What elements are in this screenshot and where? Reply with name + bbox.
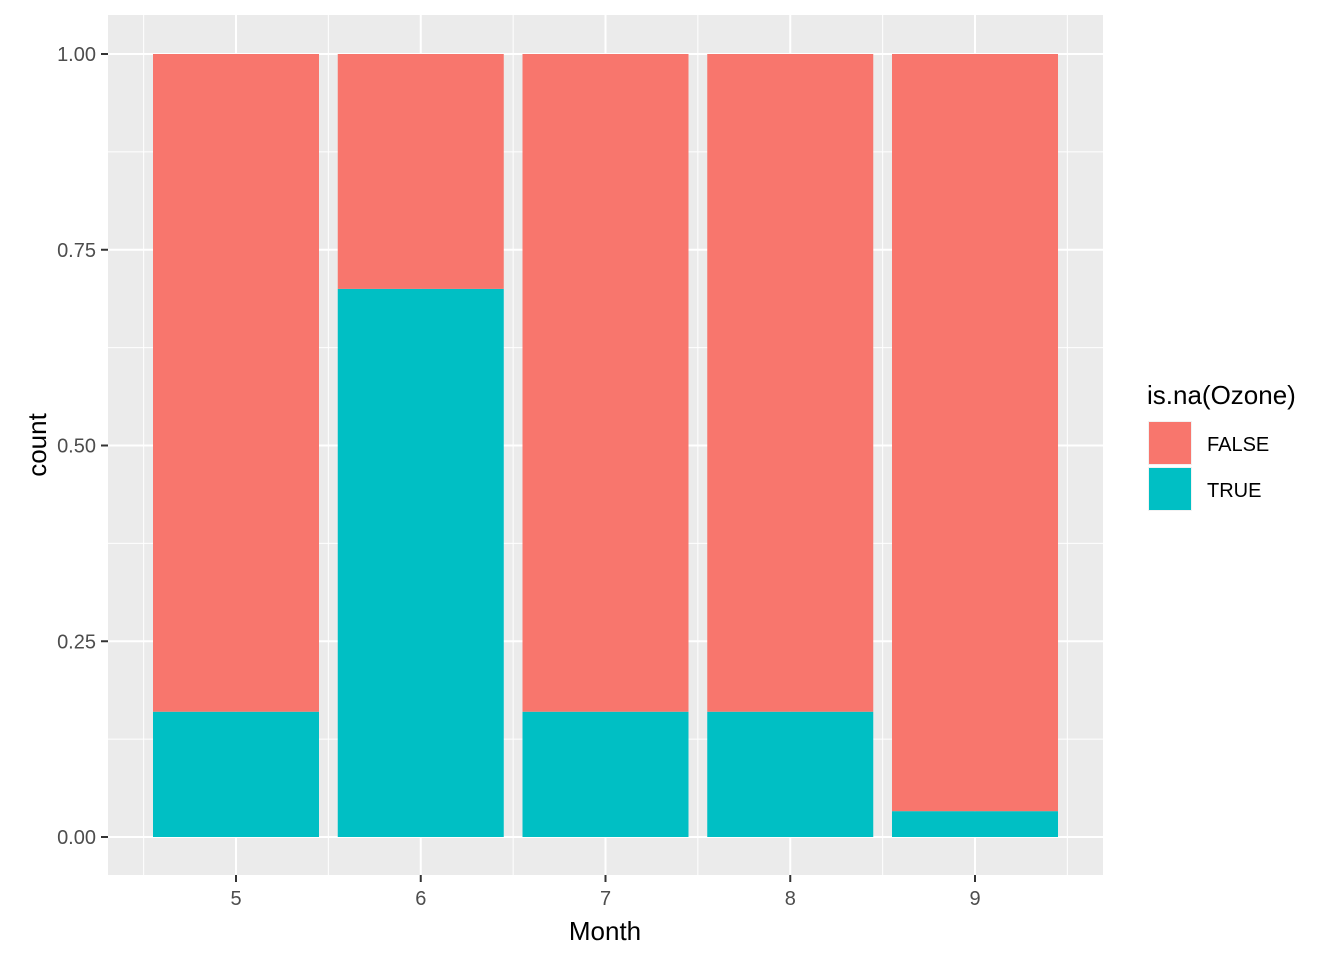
y-tick-label: 0.25 — [57, 631, 96, 653]
bar-false-month-5 — [153, 54, 319, 712]
y-tick-label: 0.75 — [57, 240, 96, 262]
y-tick-label: 0.00 — [57, 827, 96, 849]
x-axis: 5 6 7 8 9 — [230, 875, 981, 910]
bar-true-month-7 — [522, 711, 689, 837]
bar-false-month-9 — [892, 54, 1058, 812]
legend-swatch-false — [1149, 422, 1191, 464]
y-tick-label: 0.50 — [57, 436, 96, 458]
x-tick-label: 5 — [230, 888, 241, 910]
legend: is.na(Ozone) FALSE TRUE — [1147, 380, 1296, 511]
bar-false-month-8 — [707, 54, 874, 712]
y-axis: 0.00 0.25 0.50 0.75 1.00 — [57, 44, 108, 849]
bar-false-month-6 — [337, 54, 504, 289]
x-tick-label: 9 — [969, 888, 980, 910]
bar-true-month-9 — [892, 811, 1058, 837]
x-tick-label: 6 — [415, 888, 426, 910]
bars — [153, 54, 1058, 837]
bar-true-month-5 — [153, 711, 319, 837]
legend-swatch-true — [1149, 468, 1191, 510]
bar-false-month-7 — [522, 54, 689, 712]
legend-label-true: TRUE — [1207, 480, 1261, 502]
x-axis-title: Month — [569, 916, 641, 946]
y-axis-title: count — [22, 412, 52, 476]
legend-label-false: FALSE — [1207, 434, 1269, 456]
bar-true-month-8 — [707, 711, 874, 837]
legend-title: is.na(Ozone) — [1147, 380, 1296, 410]
x-tick-label: 7 — [600, 888, 611, 910]
x-tick-label: 8 — [785, 888, 796, 910]
y-tick-label: 1.00 — [57, 44, 96, 66]
bar-true-month-6 — [337, 288, 504, 837]
